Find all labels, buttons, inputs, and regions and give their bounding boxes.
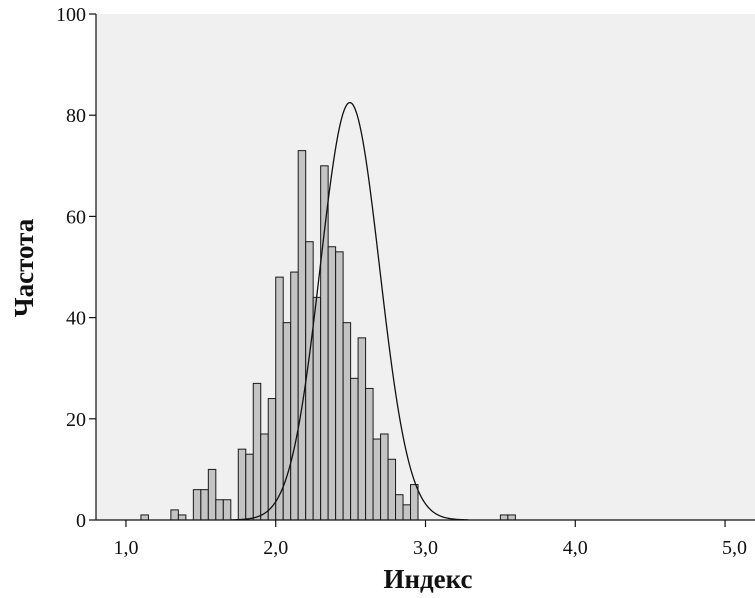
histogram-bar <box>372 438 382 521</box>
histogram-bar <box>395 494 404 521</box>
histogram-bar <box>245 453 254 521</box>
normal-curve <box>231 101 469 521</box>
x-tick-label: 5,0 <box>722 537 747 559</box>
histogram-bar <box>327 246 337 521</box>
x-tick-label: 2,0 <box>263 537 288 559</box>
histogram-bar <box>312 296 322 521</box>
x-ticks-layer: 1,0 2,0 3,0 4,0 5,0 <box>113 520 747 559</box>
histogram-bar <box>290 271 299 521</box>
histogram-bar <box>237 448 247 521</box>
histogram-bar <box>222 499 232 521</box>
histogram-bar <box>200 489 209 521</box>
histogram-bar <box>507 514 516 521</box>
histogram-bar <box>320 165 329 521</box>
histogram-bar <box>275 276 284 521</box>
bars-layer <box>140 150 516 521</box>
histogram-bar <box>192 489 202 521</box>
histogram-bar <box>215 499 224 521</box>
y-tick-label: 60 <box>66 206 86 228</box>
histogram-bar <box>357 337 367 521</box>
y-tick-label: 40 <box>66 308 86 330</box>
y-ticks-layer: 0 20 40 60 80 100 <box>56 4 96 532</box>
x-axis-title: Индекс <box>383 564 472 594</box>
histogram-bar <box>282 322 292 521</box>
x-tick-label: 4,0 <box>563 537 588 559</box>
histogram-bar <box>350 377 359 521</box>
histogram-bar <box>177 514 187 521</box>
histogram-bar <box>297 150 307 521</box>
histogram-bar <box>305 241 314 521</box>
y-axis-title: Частота <box>9 218 39 317</box>
histogram-bar <box>402 504 412 521</box>
histogram-bar <box>252 382 262 521</box>
y-tick-label: 80 <box>66 105 86 127</box>
histogram-bar <box>260 433 269 521</box>
y-tick-label: 100 <box>56 4 86 26</box>
histogram-bar <box>140 514 149 521</box>
histogram-bar <box>380 433 389 521</box>
plot-area <box>96 14 755 520</box>
y-tick-label: 0 <box>76 510 86 532</box>
histogram-bar <box>365 387 374 521</box>
histogram-bar <box>170 509 179 521</box>
histogram-bar <box>387 458 397 521</box>
histogram-bar <box>342 322 352 521</box>
histogram-bar <box>410 484 419 521</box>
x-tick-label: 1,0 <box>113 537 138 559</box>
histogram-bar <box>267 398 277 521</box>
histogram-bar <box>207 468 217 521</box>
histogram-bar <box>335 251 344 521</box>
histogram-bar <box>499 514 509 521</box>
y-tick-label: 20 <box>66 409 86 431</box>
x-tick-label: 3,0 <box>413 537 438 559</box>
